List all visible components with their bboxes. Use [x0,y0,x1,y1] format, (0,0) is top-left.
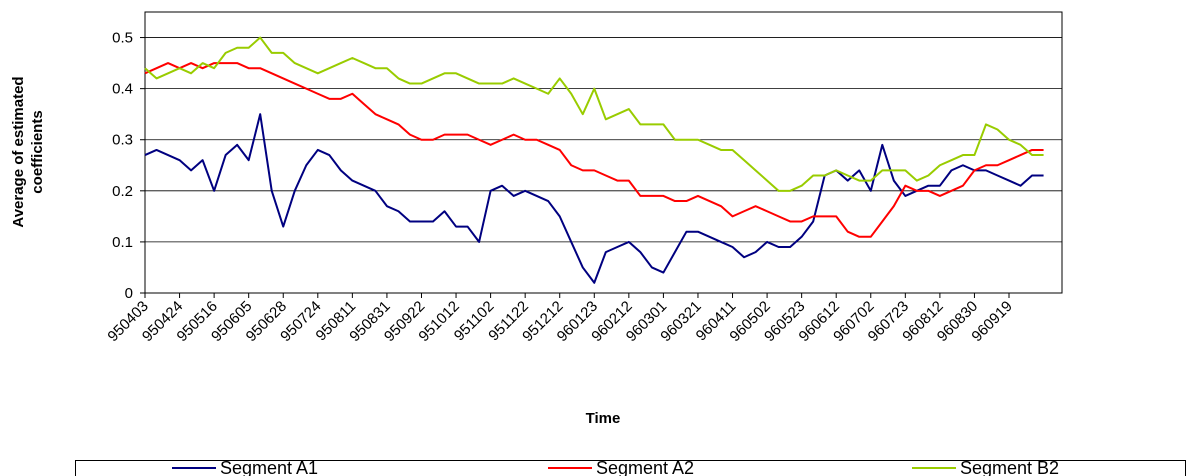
y-tick-label: 0.3 [112,132,133,149]
line [144,62,1044,238]
y-tick-label: 0.4 [112,81,133,98]
y-tick-label: 0.1 [112,234,133,251]
plot-area [144,11,1063,294]
x-axis-label: Time [586,410,621,427]
y-tick-label: 0.5 [112,30,133,47]
y-tick-label: 0 [125,285,133,302]
legend-label: Segment B2 [960,458,1059,476]
y-axis-label: Average of estimated [10,76,27,227]
legend-box [75,460,1186,476]
line [144,36,1044,192]
legend-label: Segment A1 [220,458,318,476]
y-tick-label: 0.2 [112,183,133,200]
line [144,113,1044,284]
legend-label: Segment A2 [596,458,694,476]
y-axis-label: coefficients [29,110,46,193]
